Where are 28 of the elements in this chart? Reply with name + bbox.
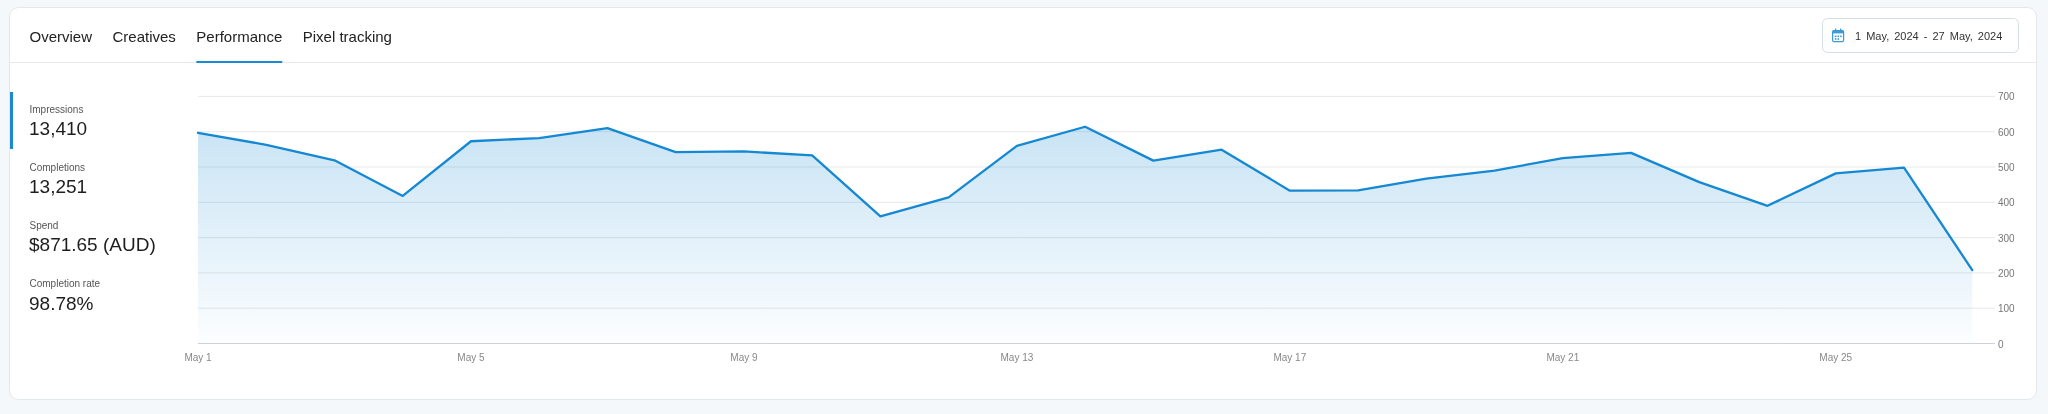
- y-tick-label: 400: [1998, 196, 2016, 208]
- y-tick-label: 0: [1998, 338, 2004, 349]
- y-tick-label: 100: [1998, 302, 2016, 314]
- y-tick-label: 500: [1998, 161, 2016, 173]
- text: Pixel tracking: [302, 27, 392, 44]
- text: Impressions: [29, 103, 84, 114]
- x-tick-label: May 21: [1546, 351, 1580, 363]
- text: 98.78%: [29, 292, 94, 314]
- y-tick-label: 600: [1998, 126, 2016, 138]
- text: Overview: [29, 27, 93, 44]
- y-tick-label: 200: [1998, 267, 2016, 279]
- text: 13,251: [29, 175, 88, 197]
- text: Performance: [196, 27, 283, 44]
- x-tick-label: May 5: [457, 351, 486, 363]
- text: $871.65 (AUD): [29, 233, 156, 255]
- text: Completion rate: [29, 277, 101, 289]
- text: Spend: [29, 219, 59, 231]
- y-tick-label: 300: [1998, 232, 2016, 244]
- x-tick-label: May 25: [1819, 351, 1853, 363]
- x-tick-label: May 13: [1000, 351, 1034, 363]
- text: 13,410: [29, 117, 88, 139]
- text: Creatives: [112, 27, 176, 44]
- x-tick-label: May 17: [1273, 351, 1307, 363]
- text: 1 May, 2024 - 27 May, 2024: [1855, 29, 2003, 42]
- x-tick-label: May 1: [184, 351, 213, 363]
- y-tick-label: 700: [1998, 90, 2016, 102]
- x-tick-label: May 9: [730, 351, 758, 363]
- text: Completions: [29, 161, 86, 173]
